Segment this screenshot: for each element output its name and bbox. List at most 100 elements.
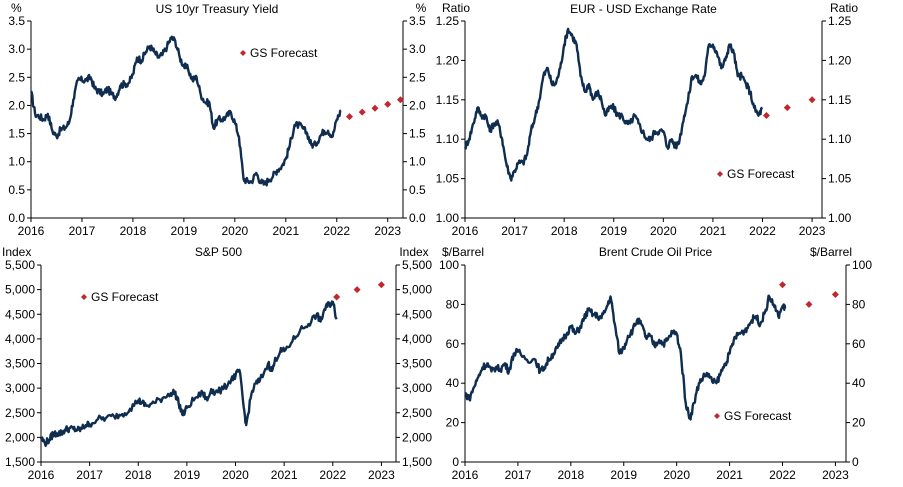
series-line-ust xyxy=(30,35,342,187)
y-tick-label-right-brent: 60 xyxy=(852,337,866,351)
y-tick-label-right-ust: 3.5 xyxy=(409,14,426,28)
y-tick-label-left-spx: 4,500 xyxy=(5,307,35,321)
y-tick-label-right-ust: 2.5 xyxy=(409,70,426,84)
forecast-point-eurusd xyxy=(783,104,791,112)
y-tick-label-left-brent: 100 xyxy=(439,258,459,272)
x-tick-label-spx: 2019 xyxy=(174,468,201,482)
y-tick-label-right-ust: 1.0 xyxy=(409,155,426,169)
y-tick-label-right-ust: 1.5 xyxy=(409,127,426,141)
x-tick-label-brent: 2016 xyxy=(452,468,479,482)
y-tick-label-left-eurusd: 1.15 xyxy=(436,93,460,107)
x-tick-label-eurusd: 2021 xyxy=(700,224,727,238)
forecast-point-brent xyxy=(779,281,786,289)
x-tick-label-ust: 2018 xyxy=(120,224,147,238)
y-tick-label-right-spx: 3,000 xyxy=(402,381,432,395)
legend-marker-brent xyxy=(714,413,720,419)
x-tick-label-ust: 2021 xyxy=(272,224,299,238)
x-tick-label-spx: 2022 xyxy=(319,468,346,482)
x-tick-label-eurusd: 2022 xyxy=(749,224,776,238)
y-tick-label-right-ust: 0.5 xyxy=(409,183,426,197)
x-tick-label-brent: 2019 xyxy=(610,468,637,482)
y-tick-label-right-ust: 2.0 xyxy=(409,98,426,112)
y-tick-label-right-spx: 4,500 xyxy=(402,307,432,321)
y-unit-left-ust: % xyxy=(11,1,22,15)
y-tick-label-left-spx: 3,000 xyxy=(5,381,35,395)
y-tick-label-left-eurusd: 1.20 xyxy=(436,53,460,67)
legend-marker-spx xyxy=(81,294,87,300)
series-line-eurusd xyxy=(463,27,763,182)
x-tick-label-spx: 2016 xyxy=(28,468,55,482)
x-tick-label-spx: 2018 xyxy=(125,468,152,482)
forecast-point-ust xyxy=(358,108,366,116)
forecast-point-eurusd xyxy=(762,112,770,120)
series-line-brent xyxy=(464,294,787,421)
y-unit-left-brent: $/Barrel xyxy=(442,245,484,259)
y-tick-label-left-eurusd: 1.25 xyxy=(436,14,460,28)
x-tick-label-ust: 2016 xyxy=(18,224,45,238)
x-tick-label-eurusd: 2023 xyxy=(799,224,826,238)
forecast-point-spx xyxy=(333,293,341,301)
legend-label-spx: GS Forecast xyxy=(91,290,159,304)
y-tick-label-left-brent: 80 xyxy=(446,297,460,311)
x-tick-label-ust: 2022 xyxy=(323,224,350,238)
chart-title-brent: Brent Crude Oil Price xyxy=(599,245,713,259)
x-tick-label-eurusd: 2017 xyxy=(501,224,528,238)
y-tick-label-right-brent: 20 xyxy=(852,416,866,430)
y-tick-label-left-ust: 0.5 xyxy=(8,183,25,197)
y-unit-right-ust: % xyxy=(416,1,427,15)
x-tick-label-eurusd: 2016 xyxy=(452,224,479,238)
x-tick-label-ust: 2020 xyxy=(221,224,248,238)
y-tick-label-left-ust: 3.0 xyxy=(8,42,25,56)
y-tick-label-right-eurusd: 1.15 xyxy=(828,93,852,107)
forecast-point-ust xyxy=(345,113,353,121)
y-tick-label-left-spx: 4,000 xyxy=(5,332,35,346)
y-tick-label-right-ust: 3.0 xyxy=(409,42,426,56)
y-tick-label-left-brent: 0 xyxy=(452,455,459,469)
y-tick-label-left-spx: 1,500 xyxy=(5,455,35,469)
y-tick-label-right-brent: 80 xyxy=(852,297,866,311)
chart-title-eurusd: EUR - USD Exchange Rate xyxy=(570,2,717,16)
y-tick-label-left-spx: 5,000 xyxy=(5,283,35,297)
forecast-point-ust xyxy=(384,100,392,108)
x-tick-label-eurusd: 2018 xyxy=(551,224,578,238)
x-tick-label-ust: 2023 xyxy=(374,224,401,238)
y-tick-label-left-spx: 2,000 xyxy=(5,430,35,444)
y-tick-label-right-brent: 40 xyxy=(852,376,866,390)
x-tick-label-ust: 2019 xyxy=(171,224,198,238)
forecast-point-brent xyxy=(831,291,839,299)
legend-label-ust: GS Forecast xyxy=(250,46,318,60)
chart-title-spx: S&P 500 xyxy=(195,245,242,259)
x-tick-label-brent: 2021 xyxy=(716,468,743,482)
y-tick-label-right-spx: 5,000 xyxy=(402,283,432,297)
chart-panel-eurusd: EUR - USD Exchange Rate Ratio Ratio 1.00 1.0… xyxy=(436,1,859,238)
chart-title-ust: US 10yr Treasury Yield xyxy=(156,2,279,16)
y-unit-right-brent: $/Barrel xyxy=(810,245,852,259)
y-tick-label-left-ust: 2.5 xyxy=(8,70,25,84)
y-tick-label-right-eurusd: 1.00 xyxy=(828,211,852,225)
x-tick-label-brent: 2022 xyxy=(769,468,796,482)
y-unit-right-spx: Index xyxy=(399,245,428,259)
x-tick-label-spx: 2021 xyxy=(271,468,298,482)
x-tick-label-brent: 2020 xyxy=(663,468,690,482)
y-tick-label-left-brent: 20 xyxy=(446,416,460,430)
chart-panel-spx: S&P 500 Index Index 1,500 1,500 2,000 2,000 2,5… xyxy=(2,245,432,482)
y-tick-label-left-ust: 2.0 xyxy=(8,98,25,112)
y-tick-label-right-ust: 0.0 xyxy=(409,211,426,225)
y-unit-left-eurusd: Ratio xyxy=(442,1,470,15)
y-tick-label-left-ust: 1.0 xyxy=(8,155,25,169)
forecast-point-spx xyxy=(353,286,361,294)
x-tick-label-brent: 2017 xyxy=(505,468,532,482)
y-unit-left-spx: Index xyxy=(2,245,31,259)
y-tick-label-left-spx: 5,500 xyxy=(5,258,35,272)
forecast-point-ust xyxy=(371,104,379,112)
y-tick-label-right-eurusd: 1.20 xyxy=(828,53,852,67)
legend-label-brent: GS Forecast xyxy=(724,409,792,423)
forecast-point-spx xyxy=(377,281,385,289)
chart-panel-ust: US 10yr Treasury Yield% % 0.0 0.0 0.5 0.5 1.0 1… xyxy=(8,1,426,238)
y-tick-label-right-spx: 3,500 xyxy=(402,357,432,371)
forecast-point-brent xyxy=(805,300,813,308)
y-tick-label-right-brent: 100 xyxy=(852,258,872,272)
y-tick-label-right-eurusd: 1.10 xyxy=(828,132,852,146)
legend-marker-ust xyxy=(240,50,246,56)
